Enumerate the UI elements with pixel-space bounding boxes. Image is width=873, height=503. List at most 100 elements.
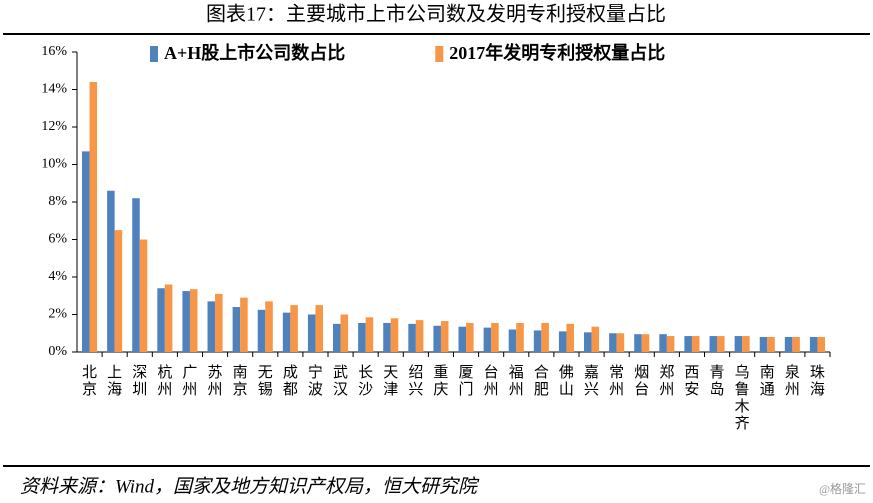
bar — [207, 301, 216, 352]
bar — [383, 322, 391, 352]
bar — [232, 307, 241, 352]
bar — [641, 334, 650, 352]
x-tick-label: 广州 — [182, 363, 198, 398]
bar — [684, 336, 692, 352]
y-tick-label: 10% — [41, 157, 67, 172]
x-tick-label: 南通 — [759, 363, 775, 398]
bar — [257, 309, 266, 352]
bar — [240, 297, 248, 352]
x-tick-label: 苏州 — [207, 363, 223, 398]
bar — [634, 334, 642, 352]
bar — [734, 336, 743, 352]
bar — [164, 284, 173, 352]
bar — [609, 333, 617, 352]
bar — [466, 322, 474, 352]
x-tick-label: 烟台 — [634, 363, 650, 398]
source: 资料来源：Wind，国家及地方知识产权局，恒大研究院 — [20, 475, 480, 497]
bar — [408, 323, 416, 352]
y-tick-label: 4% — [48, 269, 67, 284]
bar — [157, 288, 165, 352]
bar — [767, 337, 775, 352]
bar — [533, 330, 542, 352]
x-tick-label: 南京 — [232, 363, 248, 398]
bar — [440, 321, 449, 352]
bar — [282, 312, 291, 352]
y-tick-label: 6% — [48, 232, 67, 247]
bar — [809, 337, 818, 352]
x-tick-label: 无锡 — [257, 363, 273, 398]
bar — [508, 329, 517, 352]
bar — [139, 239, 148, 352]
bar — [333, 323, 341, 352]
x-tick-label: 厦门 — [458, 363, 474, 398]
x-tick-label: 合肥 — [533, 363, 549, 398]
bar — [742, 336, 750, 352]
x-tick-label: 泉州 — [784, 363, 800, 398]
bar — [82, 151, 90, 352]
x-tick-label: 郑州 — [659, 363, 675, 398]
bar — [340, 314, 349, 352]
x-tick-label: 嘉兴 — [584, 363, 600, 398]
bar — [433, 325, 441, 352]
bar — [307, 314, 316, 352]
bar — [759, 337, 768, 352]
legend-swatch — [435, 46, 444, 62]
x-tick-label: 深圳 — [132, 363, 148, 398]
y-tick-label: 16% — [41, 44, 67, 59]
bar — [691, 336, 700, 352]
x-tick-label: 杭州 — [157, 363, 173, 398]
bar — [491, 322, 499, 352]
x-tick-label: 佛山 — [558, 363, 574, 398]
x-tick-label: 常州 — [609, 363, 625, 398]
watermark: @格隆汇 — [819, 481, 866, 496]
legend-swatch — [150, 46, 158, 62]
x-tick-label: 台州 — [483, 363, 499, 398]
bar — [659, 334, 667, 352]
x-tick-label: 武汉 — [333, 363, 349, 398]
x-tick-label: 青岛 — [709, 363, 725, 398]
bar — [265, 301, 273, 352]
x-tick-label: 长沙 — [358, 363, 374, 398]
bar — [616, 333, 625, 352]
bar — [792, 337, 800, 352]
x-tick-label: 成都 — [282, 363, 298, 398]
y-tick-label: 14% — [41, 82, 67, 97]
bar — [365, 317, 374, 352]
y-tick-label: 12% — [41, 119, 67, 134]
bar — [566, 323, 574, 352]
y-tick-label: 0% — [48, 344, 67, 359]
bar — [784, 337, 793, 352]
y-tick-label: 8% — [48, 194, 67, 209]
bar — [717, 336, 725, 352]
bar — [541, 322, 549, 352]
y-tick-label: 2% — [48, 307, 67, 322]
legend-label: A+H股上市公司数占比 — [164, 42, 345, 63]
bar — [709, 336, 718, 352]
bar — [290, 305, 298, 352]
bar — [584, 332, 592, 352]
bar — [591, 326, 600, 352]
bar — [189, 289, 198, 352]
x-tick-label: 重庆 — [433, 363, 449, 398]
bar — [483, 327, 492, 352]
bar — [114, 230, 123, 352]
x-tick-label: 西安 — [684, 363, 700, 398]
bar — [558, 331, 567, 352]
bar — [358, 322, 366, 352]
bar — [817, 337, 825, 352]
bar — [182, 291, 190, 352]
x-tick-label: 宁波 — [307, 363, 323, 398]
bar — [666, 336, 675, 352]
bar — [390, 318, 399, 352]
bar — [89, 82, 98, 352]
bar — [458, 326, 467, 352]
bar — [107, 190, 115, 352]
x-tick-label: 北京 — [82, 363, 98, 398]
x-tick-label: 福州 — [508, 363, 524, 398]
x-tick-label: 天津 — [383, 363, 399, 398]
bar — [132, 198, 140, 352]
bar — [215, 293, 223, 352]
chart-title: 图表17：主要城市上市公司数及发明专利授权量占比 — [206, 3, 666, 26]
